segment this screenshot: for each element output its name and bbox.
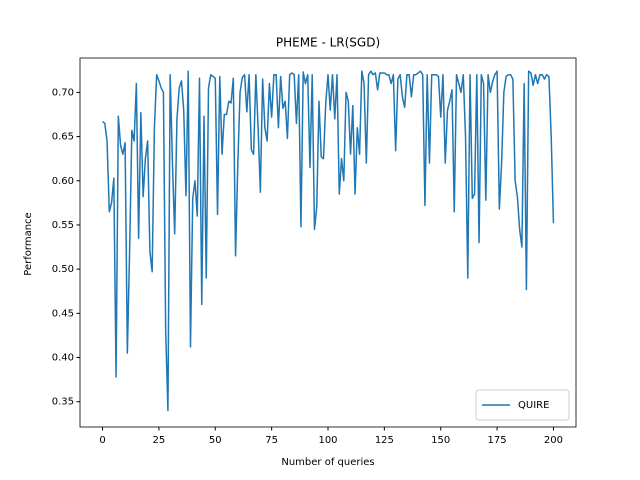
x-tick-label: 0 [99,435,105,446]
y-tick-label: 0.65 [52,132,74,143]
data-line [102,70,555,412]
x-tick-label: 175 [488,435,507,446]
legend-label: QUIRE [518,400,549,411]
x-tick-label: 125 [375,435,394,446]
legend-box [475,389,570,421]
y-tick-label: 0.70 [52,87,74,98]
x-axis-label: Number of queries [281,457,374,468]
x-tick-label: 100 [318,435,337,446]
chart-title: PHEME - LR(SGD) [276,36,380,50]
x-tick-label: 150 [431,435,450,446]
y-tick-label: 0.45 [52,308,74,319]
y-tick-label: 0.50 [52,264,74,275]
x-tick-label: 200 [544,435,563,446]
x-tick-label: 75 [265,435,278,446]
plot-frame [79,57,577,428]
y-tick-label: 0.35 [52,397,74,408]
y-tick-label: 0.40 [52,353,74,364]
y-tick-label: 0.55 [52,220,74,231]
x-tick-label: 25 [153,435,166,446]
x-tick-label: 50 [209,435,222,446]
y-axis-label: Performance [23,212,34,275]
y-tick-label: 0.60 [52,176,74,187]
